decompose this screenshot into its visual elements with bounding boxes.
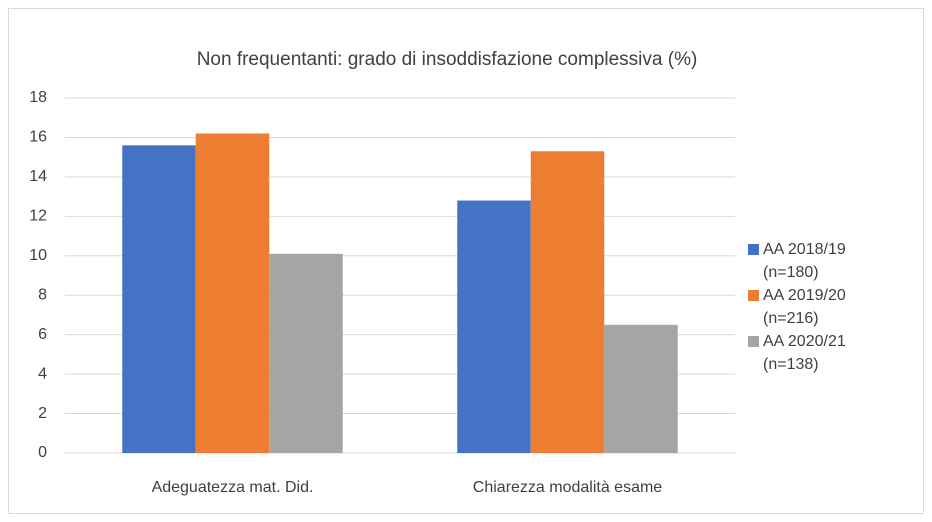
y-tick-label: 8 xyxy=(38,286,47,303)
y-tick-label: 6 xyxy=(38,326,47,343)
legend-swatch xyxy=(748,290,759,301)
bar xyxy=(122,145,196,454)
y-tick-label: 2 xyxy=(38,405,47,422)
legend-swatch xyxy=(748,244,759,255)
legend-label: AA 2019/20 (n=216) xyxy=(763,287,846,327)
x-tick-label: Adeguatezza mat. Did. xyxy=(152,479,314,496)
y-tick-label: 16 xyxy=(29,129,47,146)
legend-item: AA 2018/19 (n=180) xyxy=(748,238,878,284)
legend-item: AA 2019/20 (n=216) xyxy=(748,284,878,330)
legend-label: AA 2020/21 (n=138) xyxy=(763,333,846,373)
bar xyxy=(604,324,678,453)
legend-label: AA 2018/19 (n=180) xyxy=(763,241,846,281)
bar xyxy=(457,200,531,453)
chart-title: Non frequentanti: grado di insoddisfazio… xyxy=(197,49,698,70)
y-tick-label: 12 xyxy=(29,208,47,225)
legend-swatch xyxy=(748,336,759,347)
bar xyxy=(269,253,343,453)
bar xyxy=(195,133,270,453)
y-tick-label: 14 xyxy=(29,168,47,185)
y-tick-label: 10 xyxy=(29,247,47,264)
y-tick-label: 4 xyxy=(38,365,47,382)
bar xyxy=(530,151,605,453)
y-tick-label: 18 xyxy=(29,89,47,106)
legend-item: AA 2020/21 (n=138) xyxy=(748,330,878,376)
y-tick-label: 0 xyxy=(38,444,47,461)
legend: AA 2018/19 (n=180) AA 2019/20 (n=216) AA 2… xyxy=(748,238,878,376)
x-tick-label: Chiarezza modalità esame xyxy=(473,479,663,496)
